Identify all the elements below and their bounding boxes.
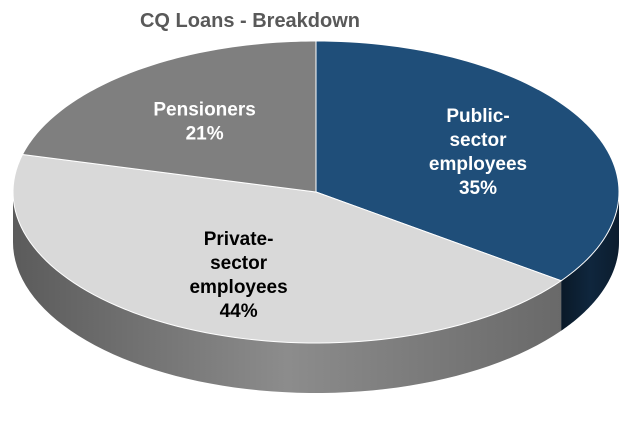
slice-name-label-private-sector-employees: Private- [204,229,274,250]
slice-value-label-public-sector-employees: 35% [459,178,497,199]
slice-value-label-pensioners: 21% [186,123,224,144]
pie-side-shade-private-sector-employees [13,192,562,393]
slice-name-label-pensioners: Pensioners [153,99,255,120]
pie-slice-pensioners [21,40,317,193]
slice-name-label-public-sector-employees: Public- [446,106,509,127]
pie-slices [12,40,620,344]
slice-name-label-private-sector-employees: employees [189,277,287,298]
slice-value-label-private-sector-employees: 44% [220,301,258,322]
pie-slice-private-sector-employees [12,153,563,344]
slice-name-label-private-sector-employees: sector [210,253,268,274]
slice-name-label-public-sector-employees: sector [449,130,507,151]
pie-labels: Public-sector employees 35% Private-sector e… [153,99,527,322]
pie-sides [13,192,619,393]
pie-slice-public-sector-employees [315,40,620,282]
pie-side-shade-public-sector-employees [561,192,619,331]
slice-name-label-public-sector-employees: employees [429,154,527,175]
chart-title: CQ Loans - Breakdown [139,10,361,32]
